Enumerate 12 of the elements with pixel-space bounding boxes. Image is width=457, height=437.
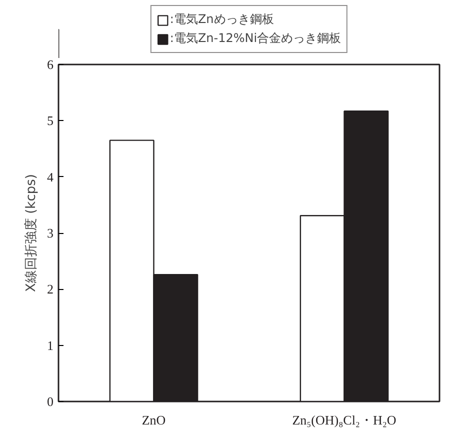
x-tick-label: ZnO [142,412,166,428]
y-axis-title: X線回折強度 (kcps) [23,174,39,292]
y-tick-label: 3 [47,226,54,240]
y-tick-label: 0 [47,394,54,409]
y-tick-label: 1 [47,338,54,353]
legend-label: :電気Znめっき鋼板 [170,11,274,28]
legend-label: :電気Zn-12%Ni合金めっき鋼板 [170,30,342,47]
y-tick-label: 2 [47,282,54,297]
y-tick-label: 6 [47,57,54,72]
y-tick-label: 5 [47,113,54,128]
y-tick-label: 4 [47,169,54,184]
x-tick-label: Zn₅(OH)₈Cl₂・H₂O [292,412,396,428]
